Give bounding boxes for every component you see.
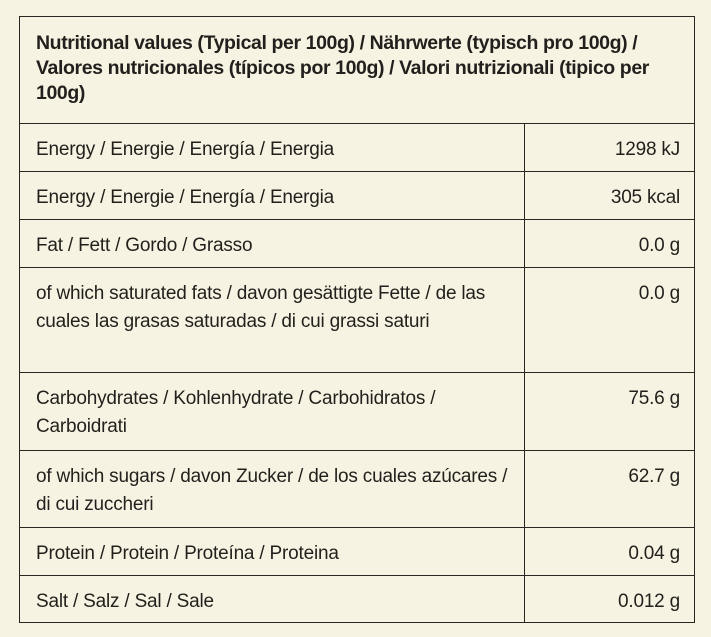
nutrient-label: Energy / Energie / Energía / Energia <box>19 123 525 172</box>
table-row: of which sugars / davon Zucker / de los … <box>19 450 695 528</box>
nutrient-label: of which sugars / davon Zucker / de los … <box>19 450 525 528</box>
table-row: Energy / Energie / Energía / Energia 129… <box>19 123 695 172</box>
nutrient-value: 0.0 g <box>524 219 695 268</box>
nutrient-label: Salt / Salz / Sal / Sale <box>19 575 525 623</box>
nutrient-label: Carbohydrates / Kohlenhydrate / Carbohid… <box>19 372 525 451</box>
table-row: of which saturated fats / davon gesättig… <box>19 267 695 373</box>
nutrient-label: Energy / Energie / Energía / Energia <box>19 171 525 220</box>
nutrient-value: 305 kcal <box>524 171 695 220</box>
nutrient-value: 0.04 g <box>524 527 695 576</box>
nutrient-value: 0.0 g <box>524 267 695 373</box>
nutrient-value: 75.6 g <box>524 372 695 451</box>
nutrient-label: Fat / Fett / Gordo / Grasso <box>19 219 525 268</box>
table-row: Protein / Protein / Proteína / Proteina … <box>19 527 695 576</box>
table-title: Nutritional values (Typical per 100g) / … <box>19 16 695 124</box>
table-row: Energy / Energie / Energía / Energia 305… <box>19 171 695 220</box>
nutrient-value: 62.7 g <box>524 450 695 528</box>
table-row: Salt / Salz / Sal / Sale 0.012 g <box>19 575 695 623</box>
nutrient-value: 0.012 g <box>524 575 695 623</box>
table-header-row: Nutritional values (Typical per 100g) / … <box>19 16 695 124</box>
nutrition-table: Nutritional values (Typical per 100g) / … <box>19 16 695 623</box>
table-row: Fat / Fett / Gordo / Grasso 0.0 g <box>19 219 695 268</box>
nutrient-label: Protein / Protein / Proteína / Proteina <box>19 527 525 576</box>
nutrient-value: 1298 kJ <box>524 123 695 172</box>
nutrient-label: of which saturated fats / davon gesättig… <box>19 267 525 373</box>
table-row: Carbohydrates / Kohlenhydrate / Carbohid… <box>19 372 695 451</box>
